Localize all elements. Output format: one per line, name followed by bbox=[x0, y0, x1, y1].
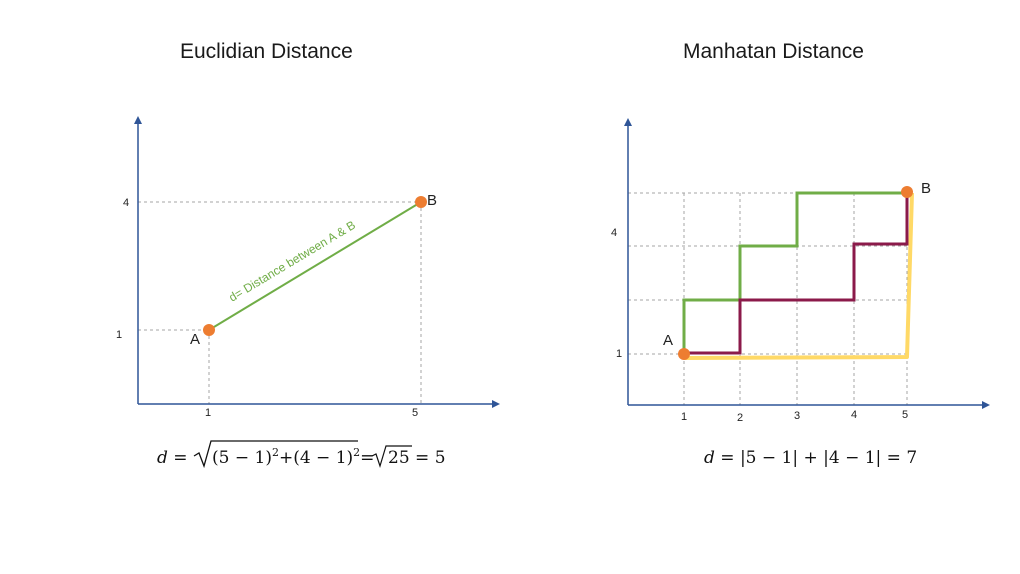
euclidean-distance-line bbox=[208, 201, 422, 331]
formula-variable-d: d bbox=[157, 448, 168, 468]
y-tick-label: 4 bbox=[611, 227, 617, 239]
point-b-marker bbox=[415, 196, 427, 208]
point-a-label: A bbox=[190, 331, 200, 348]
euclidean-formula-radicand: (5 − 1)2+(4 − 1)2= bbox=[212, 446, 374, 468]
euclidean-formula-result: 25 = 5 bbox=[388, 448, 446, 468]
x-tick-label: 3 bbox=[794, 410, 800, 422]
radical-sign bbox=[371, 445, 412, 468]
x-tick-label: 5 bbox=[412, 407, 418, 419]
x-tick-label: 1 bbox=[205, 407, 211, 419]
formula-exponent: 2 bbox=[272, 446, 279, 459]
radical-sign bbox=[193, 440, 358, 469]
x-tick-label: 4 bbox=[851, 409, 857, 421]
point-b-label: B bbox=[427, 192, 437, 209]
manhattan-path-maroon bbox=[684, 193, 909, 355]
y-tick-label: 1 bbox=[116, 329, 122, 341]
manhattan-path-green bbox=[682, 191, 907, 354]
formula-equals: = bbox=[168, 448, 188, 468]
euclidean-formula: d = bbox=[157, 448, 188, 468]
formula-term-y: (4 − 1) bbox=[293, 448, 353, 468]
point-b-label: B bbox=[921, 180, 931, 197]
y-tick-label: 1 bbox=[616, 348, 622, 360]
formula-variable-d: d bbox=[704, 448, 715, 468]
x-tick-label: 1 bbox=[681, 411, 687, 423]
x-tick-label: 2 bbox=[737, 412, 743, 424]
formula-sqrt-value: 25 bbox=[388, 448, 410, 468]
formula-result: = 5 bbox=[410, 448, 446, 468]
euclidean-title: Euclidian Distance bbox=[180, 40, 353, 63]
manhattan-title: Manhatan Distance bbox=[683, 40, 864, 63]
y-tick-label: 4 bbox=[123, 197, 129, 209]
formula-plus: + bbox=[279, 448, 293, 468]
point-b-marker bbox=[901, 186, 913, 198]
formula-expression: = |5 − 1| + |4 − 1| = 7 bbox=[715, 448, 917, 468]
distance-line-label: d= Distance between A & B bbox=[226, 218, 358, 305]
manhattan-formula: d = |5 − 1| + |4 − 1| = 7 bbox=[704, 448, 917, 468]
formula-equals: = bbox=[360, 448, 374, 468]
x-tick-label: 5 bbox=[902, 409, 908, 421]
euclidean-panel: d= Distance between A & B A B 1 5 1 4 d … bbox=[116, 116, 500, 469]
point-a-marker bbox=[203, 324, 215, 336]
formula-exponent: 2 bbox=[353, 446, 360, 459]
manhattan-path-yellow bbox=[683, 192, 914, 360]
point-a-label: A bbox=[663, 332, 673, 349]
manhattan-panel: A B 1 2 3 4 5 1 4 d = |5 − 1| + |4 − 1| … bbox=[611, 118, 990, 468]
point-a-marker bbox=[678, 348, 690, 360]
formula-term-x: (5 − 1) bbox=[212, 448, 272, 468]
